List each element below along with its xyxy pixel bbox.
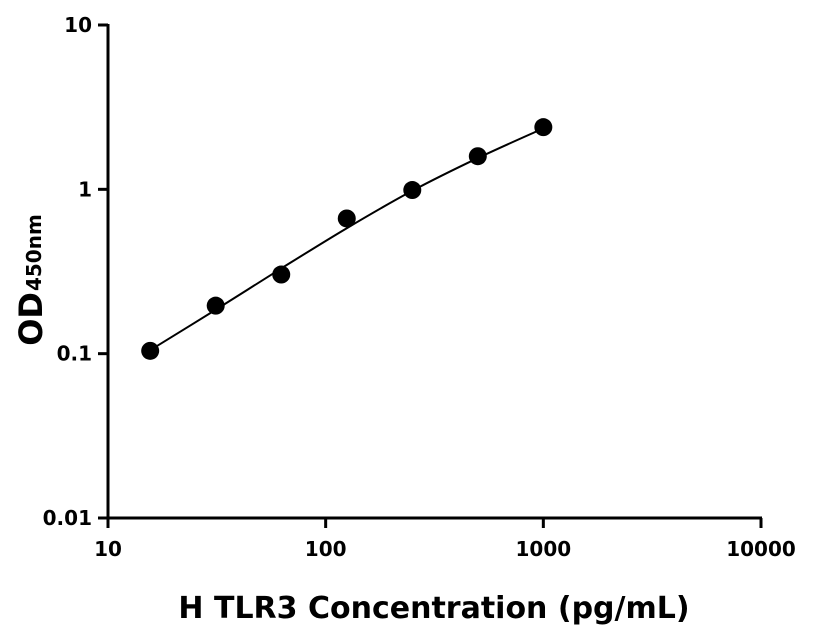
y-tick-label: 1 [78,177,92,201]
y-label-subscript: 450nm [22,214,46,291]
data-point [403,181,422,200]
data-point [272,265,291,284]
y-label-main: OD [12,292,50,346]
x-axis-label: H TLR3 Concentration (pg/mL) [178,591,689,626]
y-tick-label: 0.1 [57,342,92,366]
data-point [141,341,160,360]
x-tick-label: 10 [94,537,122,561]
x-tick-label: 100 [305,537,347,561]
y-tick-label: 10 [64,13,92,37]
data-point [337,209,356,228]
data-point [468,147,487,166]
data-point [534,118,553,137]
y-axis-label: OD450nm [12,214,50,346]
y-tick-label: 0.01 [43,506,92,530]
x-tick-label: 10000 [726,537,796,561]
data-point [206,296,225,315]
x-tick-label: 1000 [515,537,571,561]
